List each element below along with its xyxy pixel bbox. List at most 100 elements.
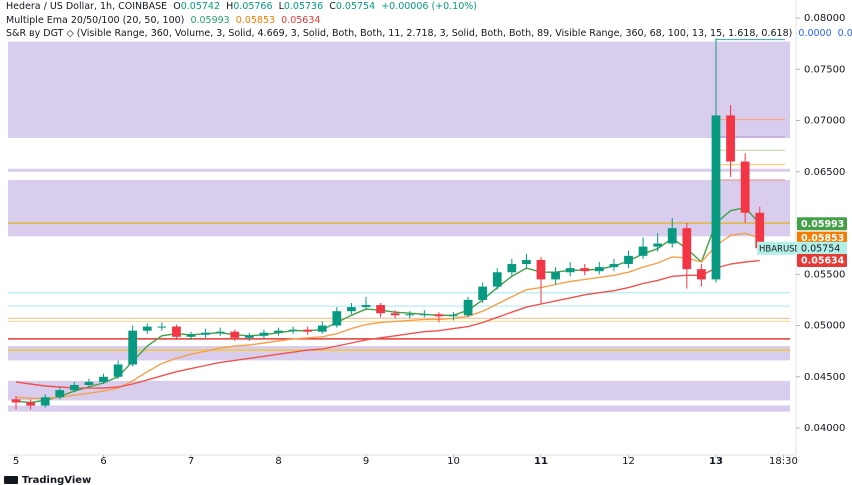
candle-body [405,314,415,316]
legend-line: Hedera / US Dollar, 1h, COINBASE O0.0574… [6,0,852,14]
ema-badge-bg [797,231,847,245]
candle-body [113,364,123,377]
ohlc-value: 0.05736 [283,1,324,12]
candle-body [376,305,385,314]
x-tick-label: 7 [188,456,194,467]
candle-body [172,326,181,337]
candle-body [463,299,473,316]
candle-body [274,330,283,333]
ema-value: 0.05853 [235,14,276,26]
sr-zone [8,168,790,172]
x-tick-label: 11 [534,456,548,467]
candle-body [303,329,313,332]
candle-body [624,255,633,265]
y-tick-label: 0.07500 [804,64,845,75]
candle-body [449,315,458,317]
candle-body [142,326,152,331]
sr-zone [8,380,790,401]
ema-value: 0.05993 [190,14,230,26]
ema-badge: 0.05634 [801,256,845,267]
ohlc-value: 0.05742 [180,1,221,12]
x-tick-label: 9 [363,456,369,467]
candle-body [259,332,269,336]
x-tick-label: 10 [447,456,460,467]
x-tick-label: 8 [275,456,281,467]
candle-body [347,307,356,312]
indicator-name: S&R ву DGT ◇ (Visible Range, 360, Volume… [6,28,793,39]
y-tick-label: 0.08000 [804,13,845,24]
candle-body [653,243,663,247]
x-tick-label: 5 [13,456,19,467]
candle-body [390,313,400,316]
candle-body [317,325,327,332]
ema-line [15,259,760,389]
candle-body [201,332,210,335]
candle-body [361,305,371,308]
candle-body [740,161,750,213]
candle-body [522,259,531,265]
candle-body [536,259,546,280]
symbol-badge-bg [757,241,796,255]
sr-zone [8,41,790,138]
ema-badge-bg [797,217,847,231]
ema-line [15,232,760,399]
legend-line: S&R ву DGT ◇ (Visible Range, 360, Volume… [6,27,852,41]
x-tick-label: 18:30 [769,456,798,467]
ohlc-label: C [329,1,336,12]
candle-body [580,268,590,272]
candle-body [492,272,502,287]
y-tick-label: 0.04500 [804,372,845,383]
ohlc-label: O [173,1,181,12]
candle-body [84,381,94,385]
candle-body [128,330,138,365]
y-tick-label: 0.04000 [804,423,845,434]
symbol-badge: HBARUSD [759,244,802,254]
candle-body [332,311,342,326]
y-tick-label: 0.05500 [804,269,845,280]
ema-badge: 0.05993 [801,219,844,230]
candle-body [434,314,444,317]
y-tick-label: 0.07000 [804,116,845,127]
candle-body [551,272,560,280]
candle-body [288,329,298,331]
y-tick-label: 0.06500 [804,167,845,178]
price-badge: 0.05754 [801,243,840,254]
candle-body [609,264,619,268]
price-badge-bg [797,241,847,255]
ohlc-label: L [278,1,284,12]
candle-body [755,212,765,249]
candle-body [186,334,196,337]
ema-badge: 0.05853 [801,233,844,244]
candle-body [230,331,240,338]
candle-body [40,397,50,406]
candle-body [244,335,254,338]
y-tick-label: 0.05000 [804,321,845,332]
candle-body [507,264,517,273]
ema-value: 0.05634 [281,14,321,26]
ohlc-value: 0.05766 [233,1,273,12]
candle-body [726,115,735,162]
x-tick-label: 12 [622,456,635,467]
candle-body [478,286,488,300]
candle-body [99,376,108,382]
change: +0.00006 (+0.10%) [381,1,478,12]
sr-value: 0.0000 [798,28,832,39]
symbol-title: Hedera / US Dollar, 1h, COINBASE [6,1,168,12]
legend: Hedera / US Dollar, 1h, COINBASE O0.0574… [6,0,852,41]
brand: TradingView [22,475,91,485]
candle-body [565,268,575,273]
candle-body [711,115,721,280]
candle-body [667,228,677,244]
candle-body [682,228,692,270]
candle-body [697,269,706,280]
candle-body [157,326,167,328]
brand-logo [4,476,18,484]
candle-body [419,314,429,316]
candle-body [215,331,225,333]
candle-body [638,246,648,256]
sr-zone [8,346,790,361]
ema-line [15,206,761,404]
